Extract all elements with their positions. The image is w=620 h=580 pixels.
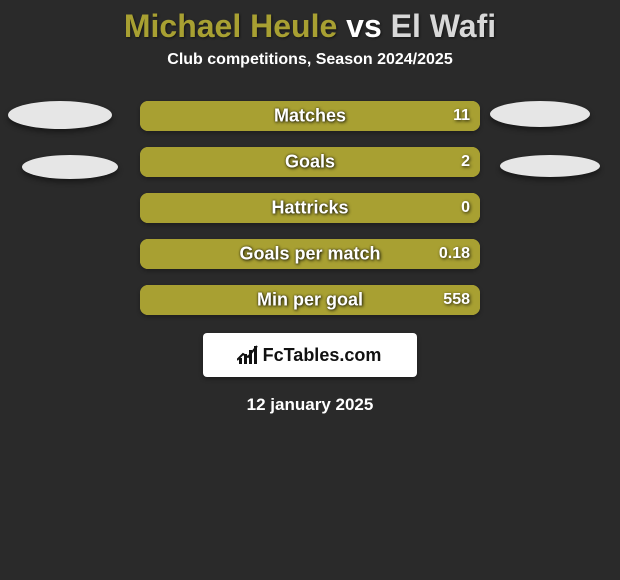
brand-box: FcTables.com: [203, 333, 417, 377]
page-title: Michael Heule vs El Wafi: [0, 0, 620, 45]
player-ellipse: [500, 155, 600, 177]
player-ellipse: [490, 101, 590, 127]
stat-label: Goals per match: [239, 244, 380, 265]
subtitle: Club competitions, Season 2024/2025: [0, 51, 620, 69]
title-prefix: Michael Heule: [124, 8, 337, 44]
stat-value: 11: [453, 107, 470, 125]
stat-value: 2: [461, 153, 470, 171]
stat-value: 558: [443, 291, 470, 309]
player-ellipse: [8, 101, 112, 129]
stat-bar: Hattricks 0: [140, 193, 480, 223]
player-ellipse: [22, 155, 118, 179]
stat-bar: Matches 11: [140, 101, 480, 131]
stats-area: Matches 11 Goals 2 Hattricks 0 Goals per match…: [0, 101, 620, 315]
stat-label: Matches: [274, 106, 346, 127]
title-middle: vs: [337, 8, 390, 44]
stat-bar: Goals per match 0.18: [140, 239, 480, 269]
stat-label: Min per goal: [257, 290, 363, 311]
brand-logo-icon: [239, 346, 257, 364]
title-suffix: El Wafi: [391, 8, 496, 44]
date-text: 12 january 2025: [0, 395, 620, 415]
stat-value: 0.18: [439, 245, 470, 263]
stat-label: Hattricks: [271, 198, 348, 219]
stat-label: Goals: [285, 152, 335, 173]
stat-bar: Goals 2: [140, 147, 480, 177]
stat-bar: Min per goal 558: [140, 285, 480, 315]
stat-value: 0: [461, 199, 470, 217]
brand-text: FcTables.com: [263, 345, 382, 366]
